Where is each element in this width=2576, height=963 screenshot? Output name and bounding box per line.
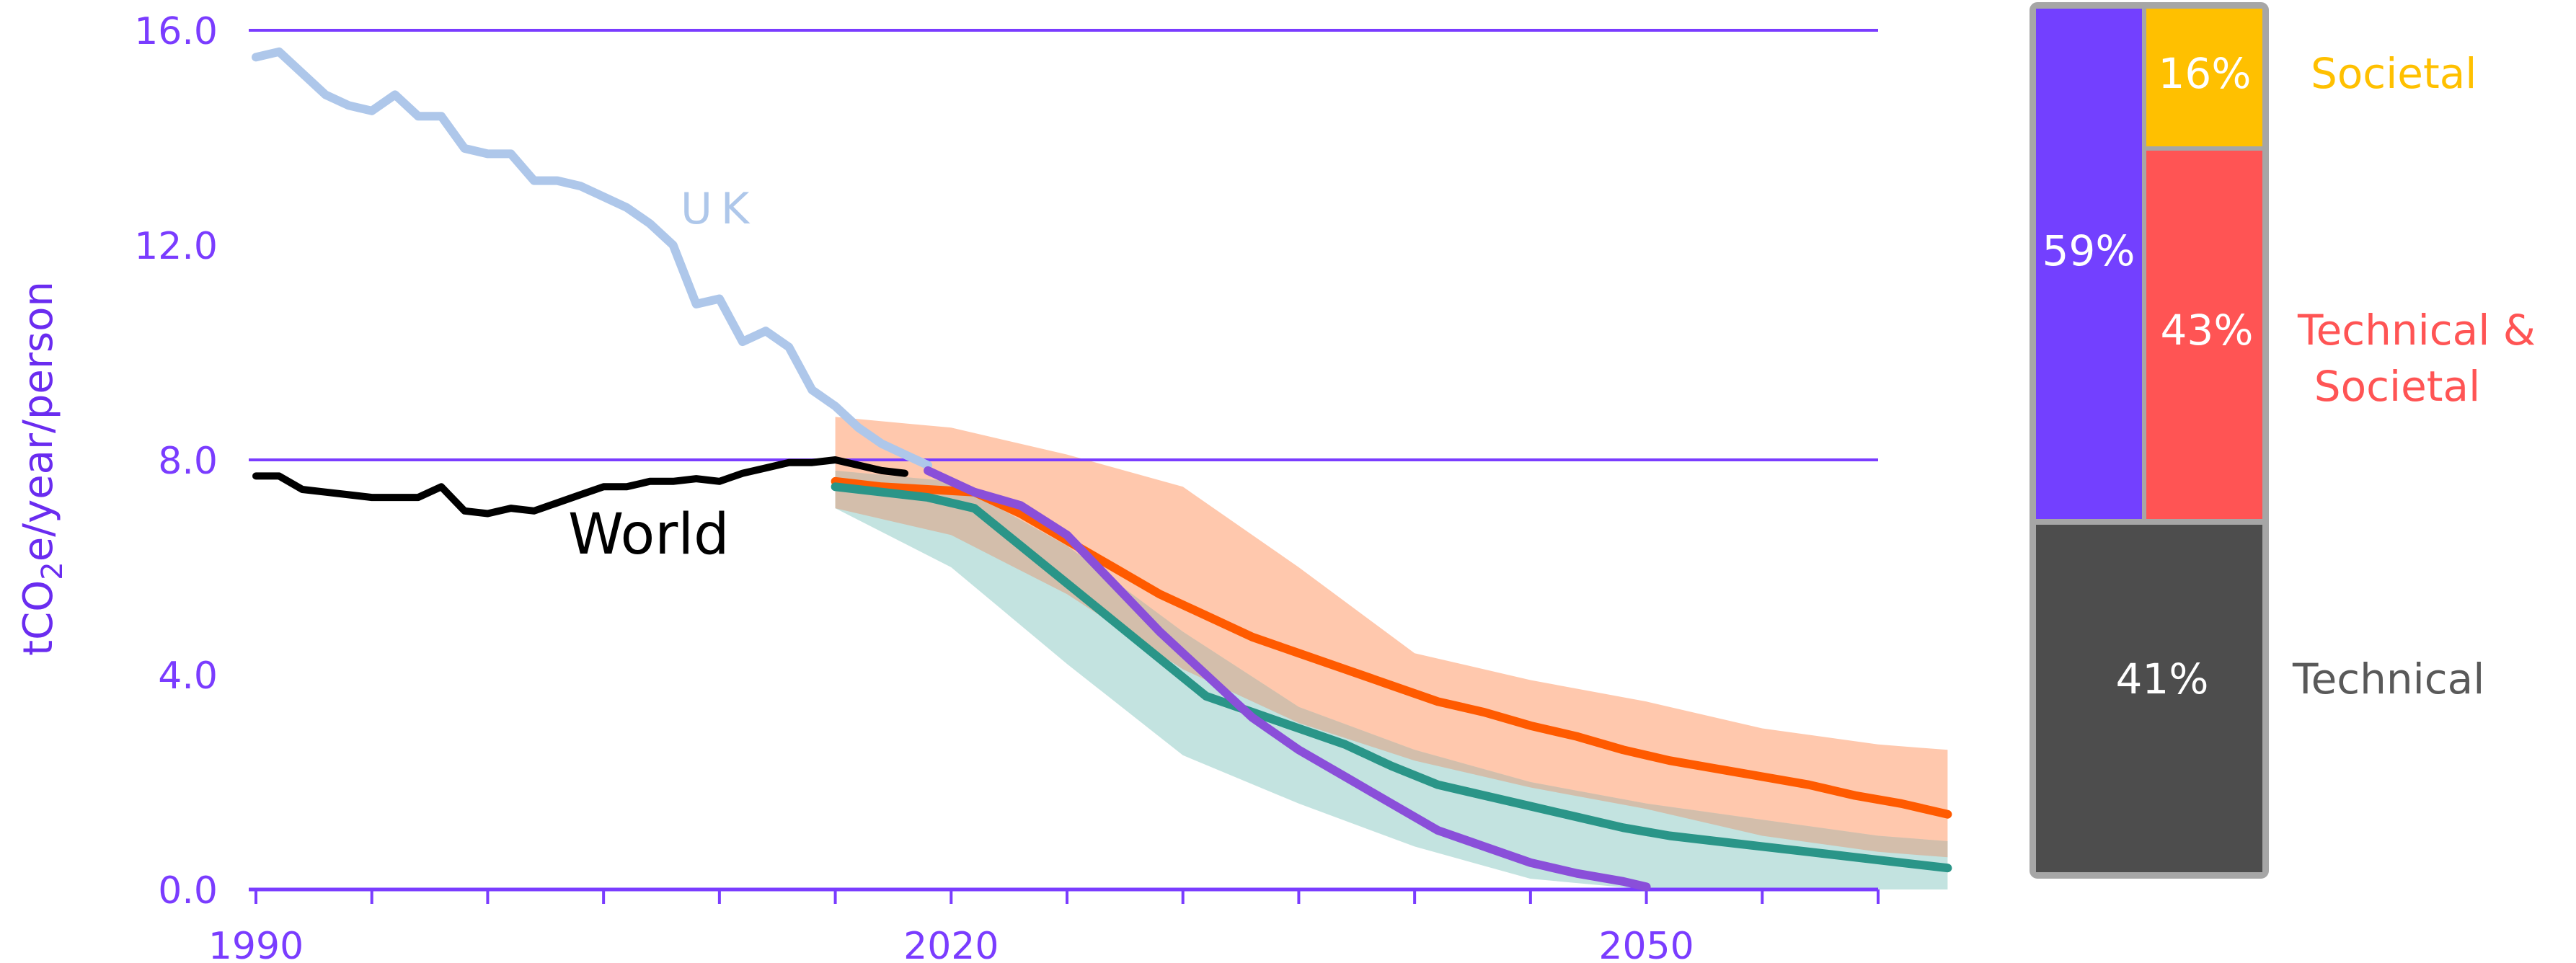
legend-technical-societal-line1: Technical & bbox=[2297, 306, 2536, 355]
projection-bands bbox=[835, 417, 1948, 889]
y-tick-label: 8.0 bbox=[158, 440, 218, 483]
legend-technical: Technical bbox=[2292, 654, 2484, 704]
gridlines bbox=[249, 29, 1878, 461]
segment-red bbox=[2144, 148, 2262, 520]
segment-yellow bbox=[2144, 9, 2262, 148]
series-line-orange bbox=[831, 476, 1952, 819]
legend-societal: Societal bbox=[2311, 49, 2477, 98]
segment-label-59: 59% bbox=[2042, 226, 2135, 275]
emissions-line-chart: 0.0 4.0 8.0 12.0 16.0 1990 2020 2050 tCO2e/year… bbox=[15, 10, 1952, 963]
bar-outline bbox=[2030, 2, 2269, 879]
x-tick-label: 2050 bbox=[1598, 925, 1694, 963]
series-lines bbox=[252, 47, 1952, 892]
series-line-world bbox=[252, 456, 908, 518]
y-axis-label: tCO2e/year/person bbox=[15, 281, 69, 656]
y-tick-label: 0.0 bbox=[158, 869, 218, 913]
y-tick-label: 12.0 bbox=[134, 225, 218, 268]
segment-label-16: 16% bbox=[2159, 49, 2252, 98]
projection-band-orange_band bbox=[835, 417, 1948, 858]
world-series-label: World bbox=[568, 502, 730, 567]
x-tick-label: 1990 bbox=[208, 925, 304, 963]
series-line-uk bbox=[252, 47, 933, 470]
segment-label-41: 41% bbox=[2116, 654, 2209, 704]
legend-technical-societal-line2: Societal bbox=[2314, 362, 2480, 411]
stacked-share-bar: 59% 16% 43% 41% Societal Technical & Soc… bbox=[2030, 2, 2536, 879]
segment-purple bbox=[2036, 9, 2144, 520]
x-tick-label: 2020 bbox=[903, 925, 999, 963]
segment-grey bbox=[2036, 520, 2262, 872]
projection-band-overlap bbox=[835, 470, 1948, 858]
axes: 0.0 4.0 8.0 12.0 16.0 1990 2020 2050 bbox=[134, 10, 1880, 963]
segment-label-43: 43% bbox=[2161, 306, 2254, 355]
uk-series-label: UK bbox=[681, 184, 758, 234]
y-tick-label: 16.0 bbox=[134, 10, 218, 53]
y-tick-label: 4.0 bbox=[158, 654, 218, 698]
series-line-purple bbox=[924, 466, 1651, 892]
series-line-teal bbox=[831, 482, 1952, 873]
